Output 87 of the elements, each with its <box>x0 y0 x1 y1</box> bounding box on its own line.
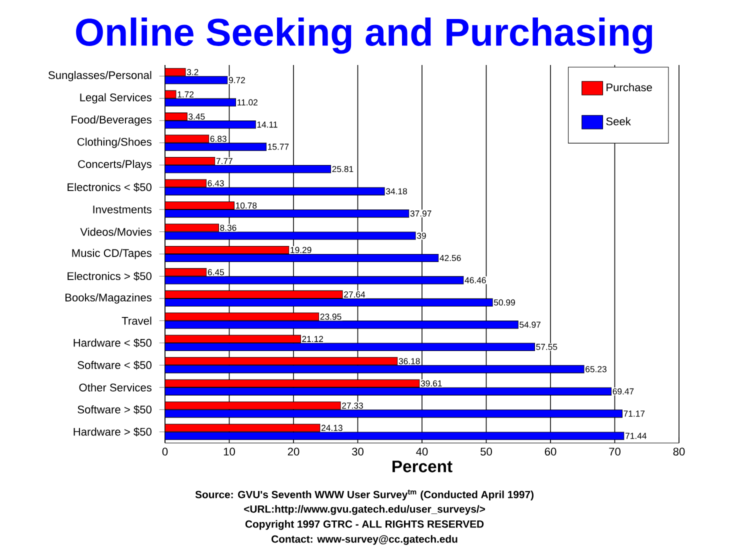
x-tick-label: 50 <box>480 448 492 456</box>
data-label: 65.23 <box>586 366 606 372</box>
y-tick-label: Concerts/Plays <box>78 160 152 170</box>
data-label: 19.29 <box>290 246 312 254</box>
data-label: 39.61 <box>420 380 442 386</box>
text: <URL:http://www.gvu.gatech.edu/user_surveys/> <box>244 505 485 515</box>
y-tick-label: Software > $50 <box>78 405 152 414</box>
data-label: 27.64 <box>344 291 366 298</box>
y-tick-label: Legal Services <box>80 93 152 104</box>
data-label: 8.36 <box>220 224 236 231</box>
data-label: 27.33 <box>342 402 363 409</box>
y-tick-label: Other Services <box>79 383 152 392</box>
data-label: 36.18 <box>398 358 420 364</box>
data-label: 6.83 <box>210 136 226 142</box>
data-label: 6.45 <box>208 269 224 276</box>
chart-title: Online Seeking and Purchasing <box>76 18 652 54</box>
y-tick-label: Music CD/Tapes <box>72 248 152 260</box>
x-tick-label: 80 <box>673 448 685 456</box>
bar <box>165 320 518 329</box>
data-label: 3.2 <box>186 69 198 76</box>
y-tick-label: Investments <box>93 206 152 214</box>
data-label: 11.02 <box>238 99 258 106</box>
data-label: 34.18 <box>386 188 407 194</box>
data-label: 71.17 <box>624 410 645 417</box>
x-tick-label: 40 <box>416 448 428 456</box>
legend-label: Seek <box>606 117 631 126</box>
y-tick-label: Books/Magazines <box>65 293 152 304</box>
x-tick-label: 0 <box>162 448 168 456</box>
data-label: 7.77 <box>216 158 232 164</box>
y-tick-label: Hardware < $50 <box>74 338 152 348</box>
data-label: 42.56 <box>440 254 461 262</box>
y-tick-label: Sunglasses/Personal <box>48 70 152 82</box>
x-tick-label: 70 <box>609 448 620 456</box>
bar <box>165 334 301 343</box>
x-tick-label: 20 <box>288 448 300 456</box>
data-label: 46.46 <box>464 277 486 284</box>
data-label: 69.47 <box>612 388 634 394</box>
y-tick-label: Hardware > $50 <box>74 427 152 436</box>
bar <box>165 357 398 366</box>
data-label: 37.97 <box>410 210 432 217</box>
bar <box>165 312 320 321</box>
y-tick-label: Clothing/Shoes <box>77 138 152 148</box>
y-tick-label: Software < $50 <box>78 360 152 370</box>
source-note: Source: GVU's Seventh WWW User Survey$^{tm}$ (Conducted April 1997) <box>195 490 534 500</box>
y-tick-label: Travel <box>122 316 152 325</box>
data-label: 3.45 <box>188 114 205 120</box>
bar <box>165 254 439 262</box>
x-tick-label: 30 <box>352 448 364 456</box>
data-label: 9.72 <box>228 77 245 84</box>
x-axis-title: Percent <box>392 460 452 472</box>
bar <box>165 290 343 299</box>
y-tick-label: Videos/Movies <box>80 228 152 236</box>
data-label: 24.13 <box>322 424 342 431</box>
data-label: 54.97 <box>520 322 540 328</box>
bar <box>165 165 332 174</box>
data-label: 1.72 <box>178 91 194 98</box>
x-tick-label: 10 <box>224 448 235 456</box>
x-tick-label: 60 <box>544 448 556 456</box>
bar <box>165 365 584 374</box>
bar <box>165 120 256 129</box>
data-label: 57.55 <box>536 344 558 350</box>
data-label: 50.99 <box>494 299 515 306</box>
y-tick-label: Electronics < $50 <box>68 182 152 192</box>
bar <box>165 432 624 440</box>
legend-label: Purchase <box>606 83 652 92</box>
bar <box>165 134 210 143</box>
data-label: 23.95 <box>320 314 342 320</box>
bar <box>165 424 320 432</box>
bar <box>165 410 623 418</box>
bar <box>165 98 236 106</box>
text: Copyright 1997 GTRC - ALL RIGHTS RESERVED <box>245 520 484 530</box>
data-label: 71.44 <box>626 432 646 439</box>
bar <box>165 112 188 121</box>
data-label: 39 <box>416 232 426 239</box>
bar <box>165 201 235 210</box>
data-label: 25.81 <box>332 166 354 172</box>
bar <box>165 142 267 151</box>
data-label: 10.78 <box>236 202 257 209</box>
text: Contact: www-survey@cc.gatech.edu <box>272 535 458 545</box>
bar <box>165 379 420 388</box>
y-tick-label: Electronics > $50 <box>68 272 152 281</box>
data-label: 6.43 <box>208 180 224 186</box>
data-label: 21.12 <box>302 336 323 342</box>
y-tick-label: Food/Beverages <box>72 115 152 126</box>
data-label: 15.77 <box>268 144 289 150</box>
data-label: 14.11 <box>257 122 278 128</box>
bar <box>165 298 493 307</box>
